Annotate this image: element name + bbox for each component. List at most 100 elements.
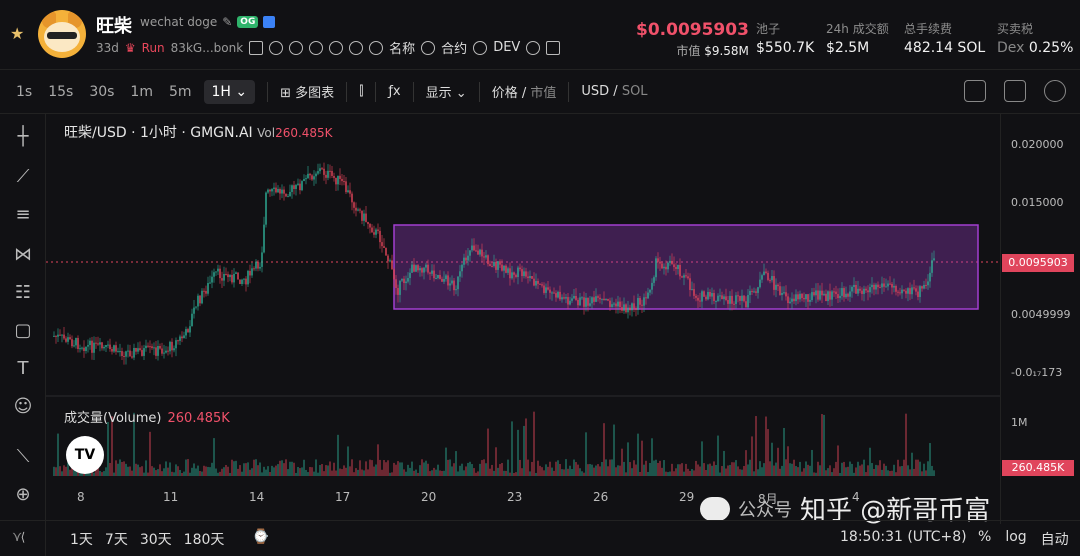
interval-5m[interactable]: 5m — [168, 83, 192, 100]
volume-bar — [287, 469, 289, 476]
candle — [881, 283, 883, 288]
candle — [487, 255, 489, 265]
fib-icon[interactable]: ≡ — [15, 204, 31, 225]
candle — [485, 255, 487, 258]
projection-icon[interactable]: ☷ — [14, 282, 32, 303]
candle — [99, 342, 101, 345]
settings-icon[interactable] — [1044, 80, 1066, 102]
candle — [883, 283, 885, 287]
volume-bar — [877, 465, 879, 476]
emoji-icon[interactable]: ☺ — [13, 396, 33, 417]
fullscreen-icon[interactable] — [1004, 80, 1026, 102]
candle — [721, 295, 723, 300]
range-rectangle[interactable] — [393, 224, 979, 310]
display-button[interactable]: 显示 ⌄ — [425, 86, 467, 101]
list-icon[interactable] — [349, 40, 364, 55]
volume-bar — [273, 467, 275, 476]
globe-icon[interactable] — [269, 40, 284, 55]
price-toggle[interactable]: 价格 / 市值 — [491, 86, 557, 101]
candle — [73, 345, 75, 347]
date-range-icon[interactable]: ⌚ — [252, 529, 270, 545]
crown-icon[interactable] — [546, 40, 561, 55]
candle — [873, 284, 875, 290]
collapse-icon[interactable]: ⟨ — [20, 530, 26, 544]
link-dev[interactable]: DEV — [493, 40, 521, 55]
token-address[interactable]: 83kG...bonk — [170, 40, 244, 55]
volume-bar — [197, 465, 199, 476]
volume-bar — [879, 460, 881, 476]
price-chart[interactable] — [46, 114, 1000, 524]
candle — [515, 274, 517, 278]
telegram-icon[interactable] — [329, 40, 344, 55]
volume-bar — [223, 467, 225, 476]
volume-bar — [885, 465, 887, 476]
shape-icon[interactable]: ▢ — [14, 320, 32, 341]
candle — [933, 258, 935, 261]
ruler-icon[interactable]: ⟍ — [16, 446, 30, 467]
volume-bar — [515, 472, 517, 476]
candle — [369, 223, 371, 228]
range-30d[interactable]: 30天 — [139, 532, 172, 548]
candle — [319, 168, 321, 172]
interval-1s[interactable]: 1s — [16, 83, 33, 100]
log-toggle[interactable]: log — [1005, 529, 1027, 545]
volume-bar — [601, 461, 603, 476]
volume-bar — [777, 447, 779, 476]
volume-bar — [499, 464, 501, 476]
volume-bar — [237, 468, 239, 476]
volume-bar — [131, 470, 133, 476]
link-contract[interactable]: 合约 — [441, 42, 468, 57]
search-dev-icon[interactable] — [473, 40, 488, 55]
range-1d[interactable]: 1天 — [70, 532, 93, 548]
volume-bar — [739, 469, 741, 476]
crosshair-icon[interactable]: ┼ — [17, 126, 29, 147]
interval-1m[interactable]: 1m — [130, 83, 153, 100]
trendline-icon[interactable]: ⟋ — [16, 166, 30, 187]
tradingview-logo: TV — [66, 436, 104, 474]
interval-15s[interactable]: 15s — [48, 83, 74, 100]
volume-bar — [325, 465, 327, 476]
volume-bar — [845, 467, 847, 476]
candle — [75, 337, 77, 346]
currency-toggle[interactable]: USD / SOL — [581, 84, 648, 99]
y-tick: 0.020000 — [1011, 138, 1064, 151]
volume-bar — [245, 463, 247, 476]
zoom-icon[interactable]: ⊕ — [15, 484, 31, 505]
volume-bar — [575, 462, 577, 476]
auto-toggle[interactable]: 自动 — [1040, 532, 1069, 548]
range-180d[interactable]: 180天 — [183, 532, 225, 548]
compare-icon[interactable]: ⋎ — [12, 529, 23, 545]
pattern-icon[interactable]: ⋈ — [14, 244, 32, 265]
volume-bar — [927, 461, 929, 476]
range-7d[interactable]: 7天 — [104, 532, 128, 548]
interval-selected[interactable]: 1H ⌄ — [203, 79, 256, 104]
candle — [357, 209, 359, 211]
candle — [849, 291, 851, 297]
candle — [641, 304, 643, 306]
search-contract-icon[interactable] — [421, 40, 436, 55]
link-name[interactable]: 名称 — [389, 42, 416, 57]
volume-bar — [783, 427, 785, 476]
volume-bar — [853, 472, 855, 476]
star-icon[interactable]: ★ — [10, 24, 25, 43]
percent-toggle[interactable]: % — [978, 529, 992, 545]
interval-30s[interactable]: 30s — [89, 83, 115, 100]
candle-icon[interactable]: ⫿ — [359, 84, 364, 99]
volume-bar — [401, 462, 403, 476]
camera-icon[interactable] — [964, 80, 986, 102]
volume-bar — [301, 467, 303, 476]
text-icon[interactable]: T — [17, 358, 29, 379]
edit-icon[interactable]: ✎ — [222, 15, 233, 29]
volume-bar — [225, 464, 227, 476]
multi-chart-button[interactable]: ⊞ 多图表 — [280, 86, 335, 101]
volume-bar — [125, 463, 127, 476]
search-name-icon[interactable] — [369, 40, 384, 55]
candle — [181, 336, 183, 339]
vol-label: Vol — [257, 126, 276, 140]
share-icon[interactable] — [526, 40, 541, 55]
user-icon[interactable] — [289, 40, 304, 55]
x-icon[interactable] — [309, 40, 324, 55]
candle — [571, 298, 573, 301]
indicator-icon[interactable]: ƒx — [388, 84, 401, 99]
copy-icon[interactable] — [249, 40, 264, 55]
